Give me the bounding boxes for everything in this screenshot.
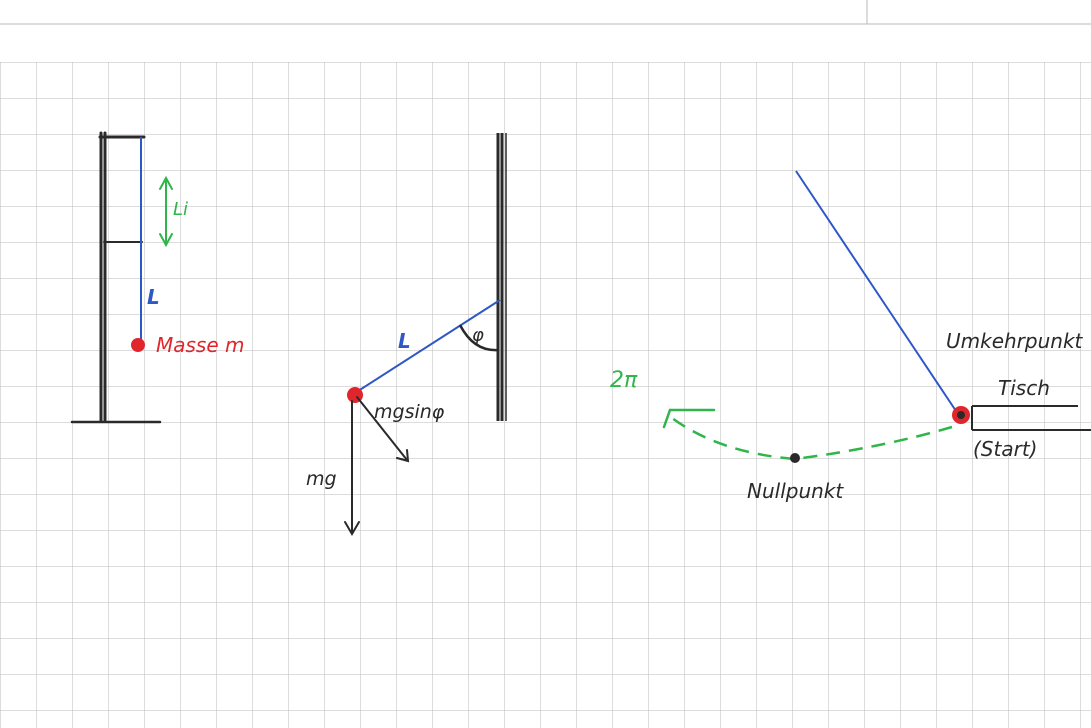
pendulum-string-right	[795, 170, 959, 415]
tangential-force-arrow	[356, 396, 410, 463]
swing-direction-arrow	[662, 408, 716, 429]
mass-bob-left	[131, 338, 145, 352]
tangential-force-label: mgsinφ	[374, 401, 445, 423]
period-marker-label: 2π	[610, 368, 638, 393]
rest-pendulum: Li L Masse m	[70, 131, 245, 424]
angle-arc	[458, 324, 500, 352]
zero-point-dot	[790, 453, 800, 463]
delta-length-label: Li	[173, 199, 188, 220]
mass-bob-right-core	[957, 411, 965, 419]
mass-label: Masse m	[156, 333, 245, 357]
table-label: Tisch	[998, 376, 1050, 400]
pendulum-string-middle	[354, 299, 501, 394]
weight-force-label: mg	[306, 468, 337, 490]
header-strip	[0, 0, 1091, 25]
grid-paper	[0, 62, 1091, 728]
angle-label: φ	[472, 325, 484, 346]
deflected-pendulum: L φ mgsinφ mg	[306, 133, 507, 536]
delta-length-arrow	[159, 175, 173, 248]
stand-middle	[496, 133, 507, 421]
zero-point-label: Nullpunkt	[747, 479, 844, 503]
weight-force-arrow	[344, 400, 360, 536]
string-length-label-middle: L	[398, 329, 411, 353]
swing-path-sketch: Umkehrpunkt Tisch (Start) 2π Nullpunkt	[610, 170, 1091, 503]
turning-point-label: Umkehrpunkt	[946, 329, 1084, 353]
stand-left	[70, 131, 162, 424]
table-edge	[971, 405, 1091, 431]
start-label: (Start)	[973, 437, 1037, 461]
string-length-label-left: L	[147, 285, 160, 309]
